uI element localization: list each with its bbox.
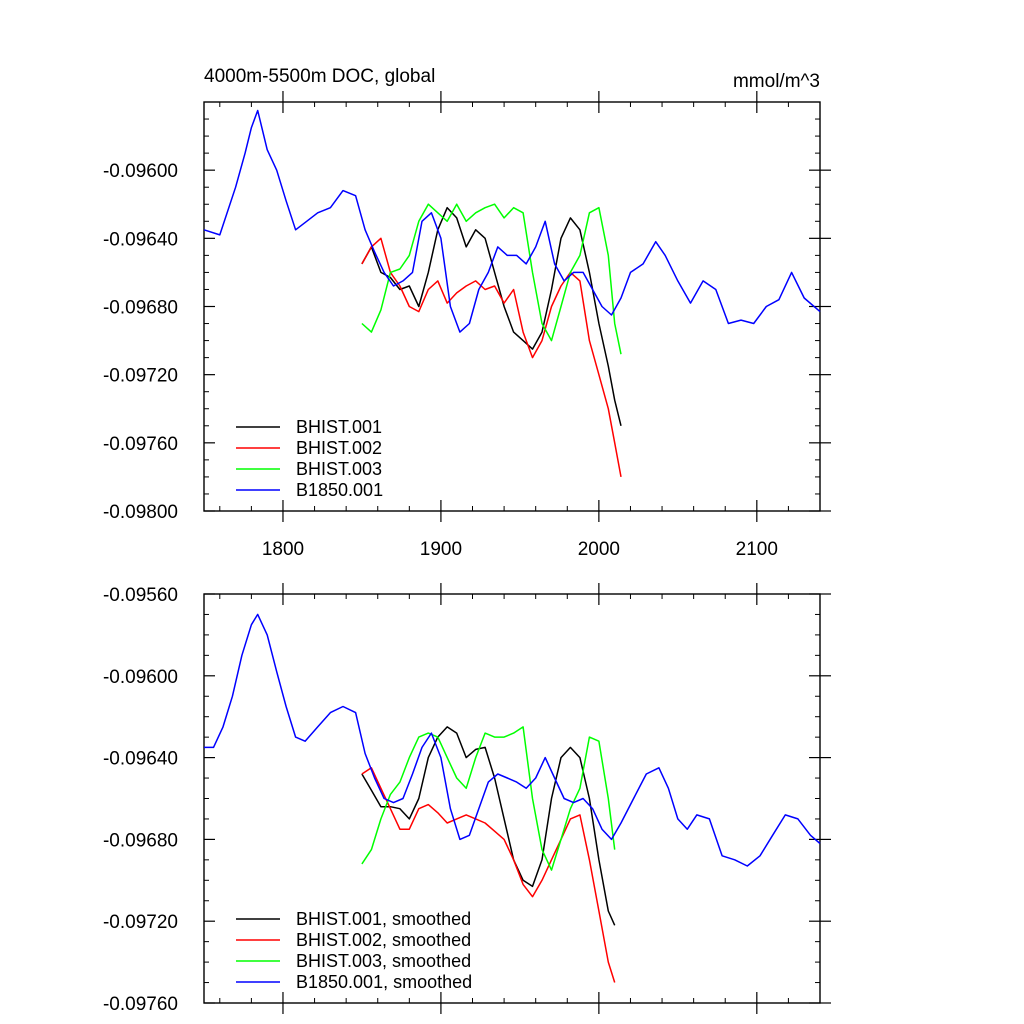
legend-label: B1850.001, smoothed [296, 972, 472, 992]
x-tick-label: 1800 [262, 539, 304, 560]
y-tick-label: -0.09760 [103, 434, 178, 455]
series-line-bhist-003 [361, 203, 622, 355]
bottom-panel-series [204, 613, 821, 983]
legend-label: BHIST.001, smoothed [296, 909, 471, 929]
y-tick-label: -0.09680 [103, 298, 178, 319]
legend-label: BHIST.003, smoothed [296, 951, 471, 971]
y-tick-label: -0.09560 [103, 585, 178, 606]
top-panel-series [203, 109, 821, 478]
series-line-b1850-001 [204, 613, 821, 867]
chart-title: 4000m-5500m DOC, global [204, 66, 435, 87]
top-panel: 4000m-5500m DOC, global mmol/m^3 1800 190… [103, 66, 831, 560]
y-tick-label: -0.09680 [103, 830, 178, 851]
y-tick-label: -0.09800 [103, 502, 178, 523]
x-tick-label: 1900 [420, 539, 462, 560]
top-panel-axes: 1800 1900 2000 2100 -0.09800 -0.09760 -0.09720… [103, 91, 831, 560]
x-tick-label: 2100 [736, 539, 778, 560]
series-line-bhist-001 [361, 726, 616, 926]
series-line-bhist-001 [361, 206, 622, 426]
legend-label: BHIST.002, smoothed [296, 930, 471, 950]
y-tick-label: -0.09640 [103, 749, 178, 770]
legend-label: BHIST.002 [296, 438, 382, 458]
series-line-b1850-001 [203, 109, 821, 333]
series-line-bhist-002 [361, 767, 616, 983]
chart-units: mmol/m^3 [733, 71, 820, 92]
series-line-bhist-002 [361, 237, 622, 478]
x-tick-label: 2000 [578, 539, 620, 560]
y-tick-label: -0.09600 [103, 667, 178, 688]
legend-label: BHIST.003 [296, 459, 382, 479]
y-tick-label: -0.09600 [103, 161, 178, 182]
y-tick-label: -0.09720 [103, 912, 178, 933]
y-tick-label: -0.09720 [103, 366, 178, 387]
bottom-panel-axes: -0.09760 -0.09720 -0.09680 -0.09640 -0.09600… [103, 583, 831, 1015]
y-tick-label: -0.09640 [103, 229, 178, 250]
legend-label: B1850.001 [296, 480, 383, 500]
legend-label: BHIST.001 [296, 417, 382, 437]
y-tick-label: -0.09760 [103, 994, 178, 1015]
bottom-panel: -0.09760 -0.09720 -0.09680 -0.09640 -0.09600… [103, 583, 831, 1015]
series-line-bhist-003 [361, 726, 616, 871]
